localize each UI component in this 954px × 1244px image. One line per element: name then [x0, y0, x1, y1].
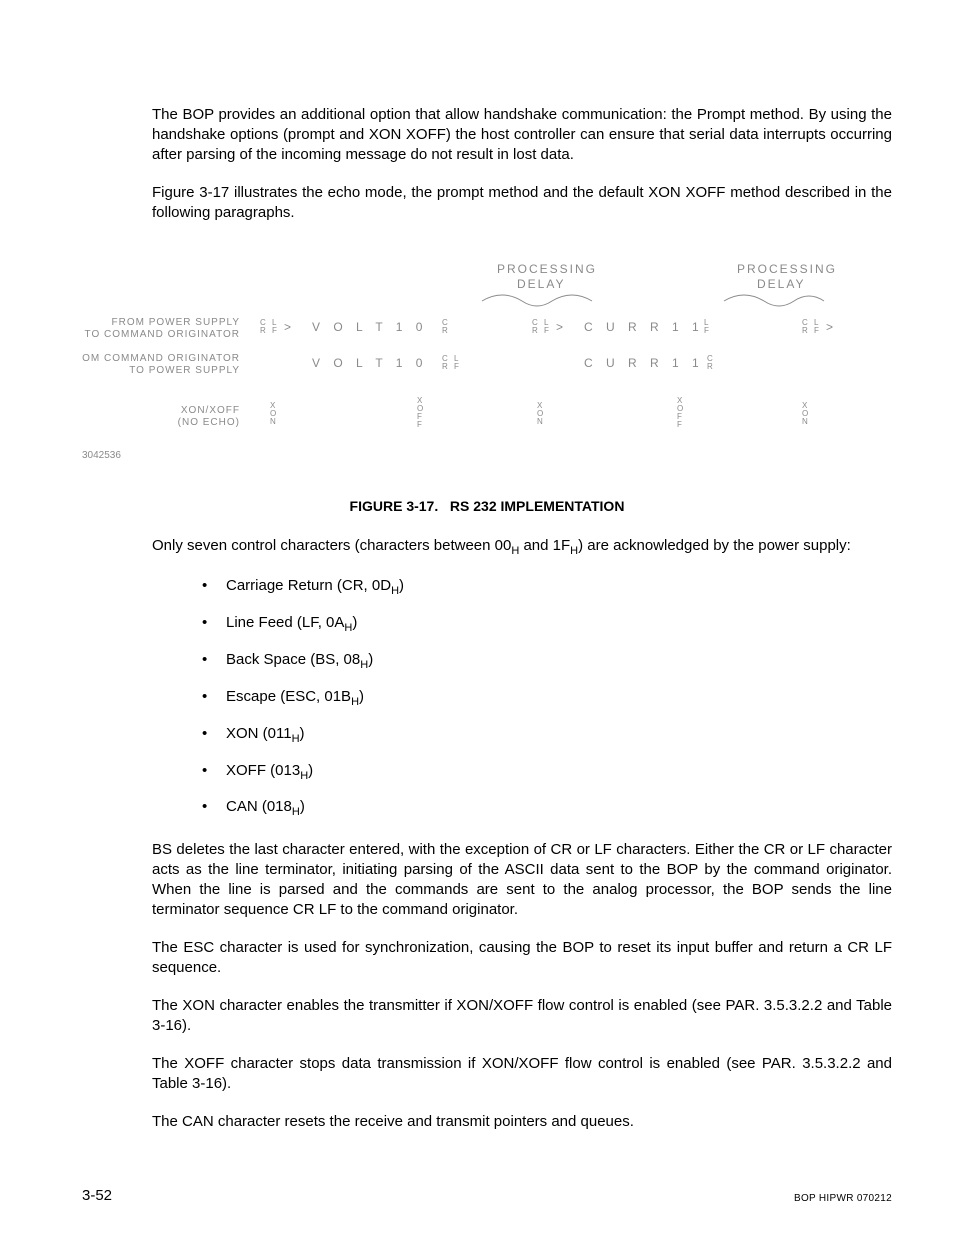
doc-id: BOP HIPWR 070212	[794, 1193, 892, 1204]
squiggle-1	[482, 295, 592, 306]
row2-label-b: TO POWER SUPPLY	[129, 365, 240, 376]
li-text: Carriage Return (CR, 0D	[226, 577, 391, 594]
paragraph-can: The CAN character resets the receive and…	[152, 1112, 892, 1132]
li-text: Escape (ESC, 01B	[226, 688, 351, 705]
li-sub: H	[351, 696, 359, 708]
proc-delay-1b: DELAY	[517, 277, 565, 291]
p3-mid: and 1F	[519, 537, 570, 554]
paragraph-intro-2: Figure 3-17 illustrates the echo mode, t…	[152, 183, 892, 223]
li-post: )	[308, 762, 313, 779]
paragraph-ctrlchars: Only seven control characters (character…	[152, 536, 892, 559]
r2-volt: V O L T 1 0	[312, 356, 427, 370]
control-char-list: Carriage Return (CR, 0DH) Line Feed (LF,…	[202, 576, 892, 820]
li-sub: H	[391, 585, 399, 597]
p3-post: ) are acknowledged by the power supply:	[578, 537, 851, 554]
proc-delay-2b: DELAY	[757, 277, 805, 291]
r1-prompt-1: >	[284, 320, 296, 334]
list-item: Carriage Return (CR, 0DH)	[202, 576, 892, 599]
p3-pre: Only seven control characters (character…	[152, 537, 511, 554]
row1-label-a: FROM POWER SUPPLY	[112, 317, 241, 328]
li-post: )	[352, 614, 357, 631]
row3-label-b: (NO ECHO)	[178, 417, 240, 428]
r1-cr-r: R	[260, 326, 266, 335]
r2-cr-r: R	[442, 362, 448, 371]
li-sub: H	[360, 659, 368, 671]
r1-cr2-r: R	[442, 326, 448, 335]
page: The BOP provides an additional option th…	[0, 0, 954, 1244]
rs232-diagram: PROCESSING DELAY PROCESSING DELAY FROM P…	[82, 253, 892, 463]
xon-3c: N	[802, 417, 808, 426]
row1-label-b: TO COMMAND ORIGINATOR	[85, 329, 240, 340]
xoff-1d: F	[417, 420, 422, 429]
paragraph-bs: BS deletes the last character entered, w…	[152, 840, 892, 920]
p3-sub2: H	[570, 545, 578, 557]
page-footer: 3-52 BOP HIPWR 070212	[82, 1187, 892, 1204]
paragraph-intro-1: The BOP provides an additional option th…	[152, 105, 892, 165]
list-item: Back Space (BS, 08H)	[202, 650, 892, 673]
r1-lf4-f: F	[704, 326, 709, 335]
r1-prompt-2: >	[556, 320, 568, 334]
li-sub: H	[292, 806, 300, 818]
figure-title: RS 232 IMPLEMENTATION	[450, 498, 625, 514]
r1-volt: V O L T 1 0	[312, 320, 427, 334]
paragraph-esc: The ESC character is used for synchroniz…	[152, 938, 892, 978]
list-item: XOFF (013H)	[202, 761, 892, 784]
proc-delay-2a: PROCESSING	[737, 262, 837, 276]
li-text: Back Space (BS, 08	[226, 651, 360, 668]
r1-lf3-f: F	[544, 326, 549, 335]
li-sub: H	[292, 733, 300, 745]
row2-label-a: FROM COMMAND ORIGINATOR	[82, 353, 240, 364]
xon-1c: N	[270, 417, 276, 426]
figure-3-17: PROCESSING DELAY PROCESSING DELAY FROM P…	[82, 253, 892, 463]
r2-cr2-r: R	[707, 362, 713, 371]
xon-2c: N	[537, 417, 543, 426]
xoff-2d: F	[677, 420, 682, 429]
li-post: )	[359, 688, 364, 705]
li-text: XOFF (013	[226, 762, 300, 779]
li-post: )	[399, 577, 404, 594]
list-item: Line Feed (LF, 0AH)	[202, 613, 892, 636]
r1-prompt-3: >	[826, 320, 838, 334]
li-text: XON (011	[226, 725, 292, 742]
r1-curr: C U R R 1 1	[584, 320, 704, 334]
list-item: CAN (018H)	[202, 797, 892, 820]
r1-lf5-f: F	[814, 326, 819, 335]
page-number: 3-52	[82, 1187, 112, 1204]
figure-number: FIGURE 3-17.	[350, 498, 439, 514]
figure-id: 3042536	[82, 450, 121, 461]
li-post: )	[300, 798, 305, 815]
paragraph-xoff: The XOFF character stops data transmissi…	[152, 1054, 892, 1094]
li-text: CAN (018	[226, 798, 292, 815]
paragraph-xon: The XON character enables the transmitte…	[152, 996, 892, 1036]
r2-lf-f: F	[454, 362, 459, 371]
li-post: )	[368, 651, 373, 668]
figure-caption: FIGURE 3-17. RS 232 IMPLEMENTATION	[82, 498, 892, 514]
r1-cr3-r: R	[532, 326, 538, 335]
list-item: XON (011H)	[202, 724, 892, 747]
r1-lf-f: F	[272, 326, 277, 335]
r1-cr5-r: R	[802, 326, 808, 335]
list-item: Escape (ESC, 01BH)	[202, 687, 892, 710]
r2-curr: C U R R 1 1	[584, 356, 704, 370]
li-text: Line Feed (LF, 0A	[226, 614, 344, 631]
row3-label-a: XON/XOFF	[181, 405, 240, 416]
squiggle-2	[724, 295, 824, 306]
li-sub: H	[300, 770, 308, 782]
proc-delay-1a: PROCESSING	[497, 262, 597, 276]
li-post: )	[300, 725, 305, 742]
